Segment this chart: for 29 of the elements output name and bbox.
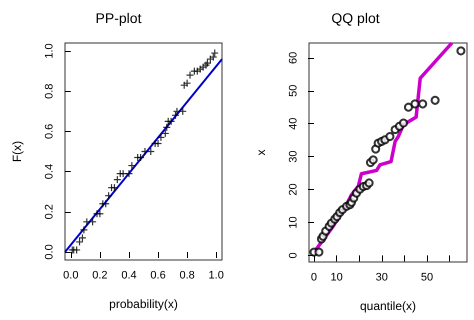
y-tick-label: 0.6 [44,124,56,140]
y-tick-label: 60 [288,52,300,64]
x-axis-title: probability(x) [109,297,178,311]
x-tick-label: 30 [376,272,388,284]
y-tick-label: 20 [288,183,300,196]
x-tick-label: 0.6 [150,270,166,282]
y-tick-label: 0.0 [44,244,56,260]
y-tick-label: 50 [288,84,300,97]
chart-title: PP-plot [96,10,142,26]
y-tick-label: 30 [288,150,300,163]
x-tick-label: 0.2 [92,270,108,282]
y-tick-label: 0.4 [44,164,56,180]
y-tick-label: 0.8 [44,84,56,99]
y-axis-title: F(x) [10,140,24,162]
chart-title: QQ plot [331,10,380,26]
x-tick-label: 0.0 [63,270,78,282]
y-tick-label: 0.2 [44,204,56,220]
y-tick-label: 0 [288,252,300,258]
y-tick-label: 1.0 [44,43,56,59]
y-axis-title: x [254,150,268,156]
x-tick-label: 0.4 [121,270,137,282]
x-tick-label: 50 [420,272,434,284]
x-axis-title: quantile(x) [360,299,416,313]
x-tick-label: 1.0 [208,270,224,282]
x-tick-label: 0 [310,272,318,284]
y-tick-label: 40 [288,118,300,130]
y-tick-label: 10 [288,216,300,229]
x-tick-label: 0.8 [179,270,195,282]
x-tick-label: 10 [330,272,343,284]
